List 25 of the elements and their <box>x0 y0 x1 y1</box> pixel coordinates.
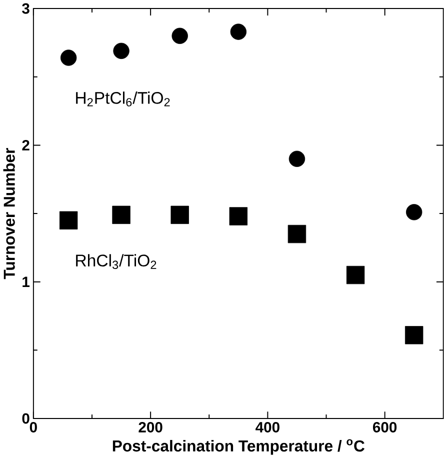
point <box>230 24 247 40</box>
x-tick-label: 0 <box>30 422 37 432</box>
point <box>170 206 189 224</box>
point <box>113 42 130 60</box>
x-tick-label: 200 <box>138 422 162 432</box>
series-label: RhCl$_{3}$/TiO$_{2}$ <box>76 254 156 270</box>
point <box>60 50 77 66</box>
x-axis-title: Post-calcination Temperature / $^{o}$C <box>113 439 365 455</box>
point <box>406 204 422 220</box>
y-tick-label: 0 <box>22 413 30 424</box>
point <box>346 266 365 284</box>
y-tick-label: 3 <box>22 3 30 14</box>
y-axis-title: Turnover Number <box>3 148 15 280</box>
point <box>288 224 306 244</box>
point <box>405 326 424 344</box>
point <box>60 211 78 230</box>
point <box>172 28 188 44</box>
y-tick-label: 2 <box>22 140 30 150</box>
point <box>288 150 306 167</box>
x-tick-label: 600 <box>373 422 397 432</box>
y-tick-label: 1 <box>22 276 30 287</box>
series-label: H$_{2}$PtCl$_{6}$/TiO$_{2}$ <box>76 92 170 106</box>
x-tick-label: 400 <box>256 422 280 432</box>
point <box>229 207 248 226</box>
point <box>112 206 130 224</box>
